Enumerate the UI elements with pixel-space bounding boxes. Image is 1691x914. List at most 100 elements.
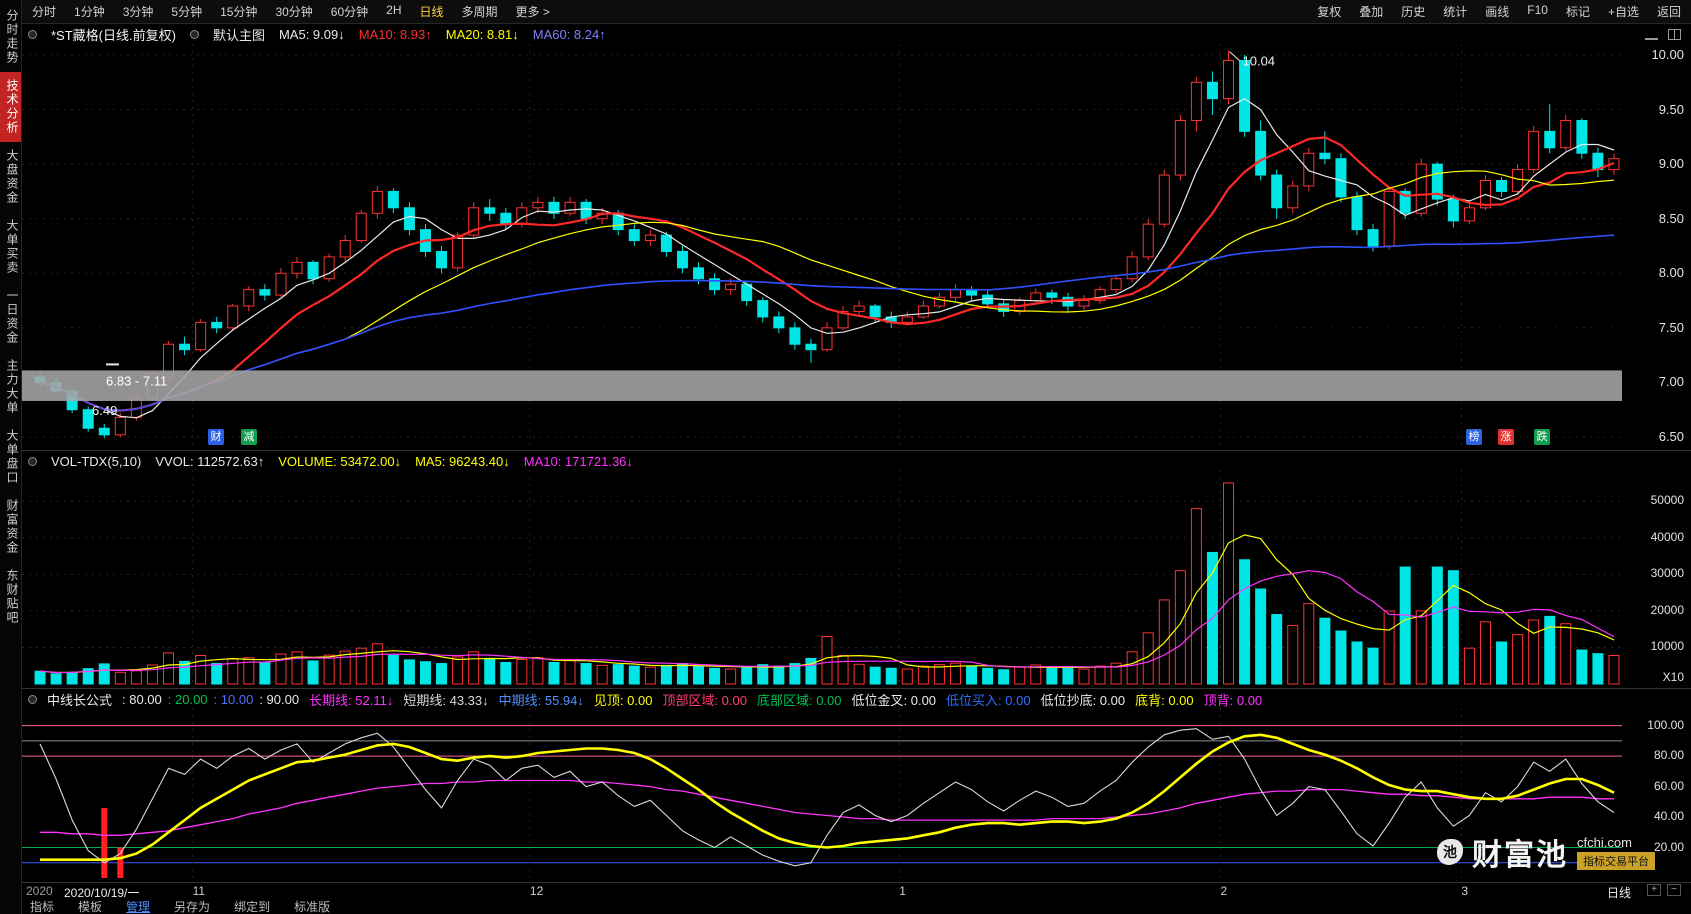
toolbar-period-10[interactable]: 更多 >: [515, 5, 550, 19]
sidebar-item-3[interactable]: 大单买卖: [5, 219, 19, 275]
watermark-logo-icon: 池: [1437, 839, 1463, 865]
price-axis-label: 8.50: [1658, 210, 1684, 226]
bottom-tab-2[interactable]: 管理: [126, 899, 151, 914]
main-overlay-label[interactable]: 默认主图: [212, 27, 265, 43]
x-axis-year: 2020: [26, 884, 53, 898]
main-chart-header: *ST藏格(日线.前复权) 默认主图 MA5: 9.09↓ MA10: 8.93↑…: [22, 24, 1691, 44]
watermark-domain: cfchi.com: [1577, 834, 1632, 850]
chart-badge-榜[interactable]: 榜: [1466, 429, 1482, 445]
toolbar-action-0[interactable]: 复权: [1317, 5, 1342, 19]
ind-item-3: 见顶: 0.00: [593, 692, 653, 708]
ind-item-4: 顶部区域: 0.00: [662, 692, 747, 708]
indicator-axis-label: 40.00: [1653, 809, 1684, 824]
toolbar-action-3[interactable]: 统计: [1443, 5, 1468, 19]
ind-item-7: 低位买入: 0.00: [946, 692, 1031, 708]
volume-axis-label: 20000: [1650, 602, 1684, 617]
bottom-tab-4[interactable]: 绑定到: [234, 899, 271, 914]
chart-badge-涨[interactable]: 涨: [1498, 429, 1514, 445]
zoom-out-button[interactable]: −: [1667, 884, 1681, 896]
volume-axis-label: 10000: [1650, 639, 1684, 654]
oscillator-chart[interactable]: [22, 708, 1691, 882]
indicator-axis-label: 100.00: [1647, 717, 1684, 732]
panel-divider[interactable]: [22, 450, 1691, 451]
band-range-label: 6.83 - 7.11: [106, 373, 167, 388]
zoom-in-button[interactable]: +: [1647, 884, 1661, 896]
chart-badge-减[interactable]: 减: [241, 429, 257, 445]
indicator-axis-label: 20.00: [1653, 839, 1684, 854]
x-axis-start-date: 2020/10/19/一: [64, 886, 140, 900]
toolbar-period-9[interactable]: 多周期: [461, 5, 498, 19]
toolbar-period-8[interactable]: 日线: [419, 5, 444, 19]
main-price-chart[interactable]: 6.83 - 7.11 6.49 10.04: [22, 44, 1691, 450]
price-axis-label: 9.00: [1658, 156, 1684, 172]
price-axis-label: 10.00: [1651, 47, 1684, 62]
toolbar-actions: 复权 叠加 历史 统计 画线 F10 标记 +自选 返回: [1317, 3, 1681, 20]
overlay-dot-icon: [189, 29, 199, 39]
price-axis-label: 9.50: [1658, 101, 1684, 117]
indicator-name[interactable]: 中线长公式: [47, 692, 113, 708]
toolbar-period-0[interactable]: 分时: [32, 5, 57, 19]
sidebar-item-1[interactable]: 技术分析: [0, 72, 21, 142]
toolbar-period-5[interactable]: 30分钟: [275, 5, 313, 19]
sidebar-item-6[interactable]: 大单盘口: [5, 429, 19, 485]
indicator-panel-dot-icon: [28, 694, 37, 704]
indicator-dot-icon: [28, 29, 37, 39]
vol-item-1: VOLUME: 53472.00↓: [278, 453, 402, 469]
toolbar-period-3[interactable]: 5分钟: [171, 5, 203, 19]
price-axis-label: 7.00: [1658, 374, 1684, 390]
volume-indicator-name[interactable]: VOL-TDX(5,10): [51, 453, 142, 469]
sidebar-item-4[interactable]: 一日资金: [5, 289, 19, 345]
collapse-panel-icon[interactable]: [1645, 29, 1658, 40]
toolbar-action-7[interactable]: +自选: [1607, 5, 1639, 19]
price-axis-label: 6.50: [1658, 428, 1684, 444]
left-sidebar: 分时走势技术分析大盘资金大单买卖一日资金主力大单大单盘口财富资金东财贴吧: [0, 0, 22, 914]
ind-item-2: 中期线: 55.94↓: [498, 692, 584, 708]
sidebar-item-2[interactable]: 大盘资金: [5, 149, 19, 205]
ind-item-10: 顶背: 0.00: [1203, 692, 1263, 708]
toolbar-action-1[interactable]: 叠加: [1359, 5, 1384, 19]
period-label[interactable]: 日线: [1606, 886, 1631, 900]
price-axis-label: 7.50: [1658, 319, 1684, 335]
bottom-tab-3[interactable]: 另存为: [174, 899, 211, 914]
toolbar-period-7[interactable]: 2H: [386, 3, 402, 17]
ind-item-0: 长期线: 52.11↓: [309, 692, 394, 708]
bottom-tab-1[interactable]: 模板: [78, 899, 103, 914]
sidebar-item-7[interactable]: 财富资金: [5, 499, 19, 555]
x-axis: 2020 2020/10/19/一 日线 + − 11 12 1 2 3: [22, 882, 1691, 900]
bottom-tab-bar: 指标 模板 管理 另存为 绑定到 标准版: [22, 898, 1691, 914]
buy-signal-bar: [117, 847, 124, 878]
sidebar-item-8[interactable]: 东财贴吧: [5, 569, 19, 625]
toolbar-action-2[interactable]: 历史: [1401, 5, 1426, 19]
toolbar-action-8[interactable]: 返回: [1656, 5, 1681, 19]
indicator-header: 中线长公式 : 80.00: 20.00: 10.00: 90.00 长期线: …: [22, 690, 1262, 708]
sidebar-item-5[interactable]: 主力大单: [5, 359, 19, 415]
sidebar-item-0[interactable]: 分时走势: [5, 9, 19, 65]
chart-badge-跌[interactable]: 跌: [1534, 429, 1550, 445]
vol-item-3: MA10: 171721.36↓: [523, 453, 633, 469]
toolbar-period-1[interactable]: 1分钟: [74, 5, 105, 19]
toolbar-action-5[interactable]: F10: [1527, 3, 1548, 17]
volume-axis-label: 40000: [1650, 529, 1684, 544]
bottom-tab-0[interactable]: 指标: [30, 899, 55, 914]
volume-header: VOL-TDX(5,10) VVOL: 112572.63↑ VOLUME: 53…: [22, 452, 633, 470]
ind-item-6: 低位金叉: 0.00: [851, 692, 937, 708]
toolbar-action-4[interactable]: 画线: [1485, 5, 1510, 19]
toolbar-action-6[interactable]: 标记: [1565, 5, 1590, 19]
ind-item-1: 短期线: 43.33↓: [403, 692, 489, 708]
vol-item-2: MA5: 96243.40↓: [415, 453, 510, 469]
ind-item-9: 底背: 0.00: [1135, 692, 1194, 708]
toolbar-period-6[interactable]: 60分钟: [330, 5, 369, 19]
volume-chart[interactable]: [22, 470, 1691, 688]
chart-badge-财[interactable]: 财: [208, 429, 224, 445]
toolbar-period-4[interactable]: 15分钟: [220, 5, 258, 19]
bottom-tab-5[interactable]: 标准版: [294, 899, 331, 914]
indicator-values: 长期线: 52.11↓ 短期线: 43.33↓ 中期线: 55.94↓ 见顶: 0.0…: [309, 690, 1262, 709]
ma-item-1: MA10: 8.93↑: [358, 26, 432, 42]
volume-axis-label: 30000: [1650, 566, 1684, 581]
panel-layout-icon[interactable]: [1668, 28, 1681, 40]
panel-divider-2[interactable]: [22, 688, 1691, 689]
toolbar-period-2[interactable]: 3分钟: [122, 5, 154, 19]
x-axis-month-12: 12: [529, 884, 544, 898]
x-axis-month-1: 1: [899, 884, 906, 898]
